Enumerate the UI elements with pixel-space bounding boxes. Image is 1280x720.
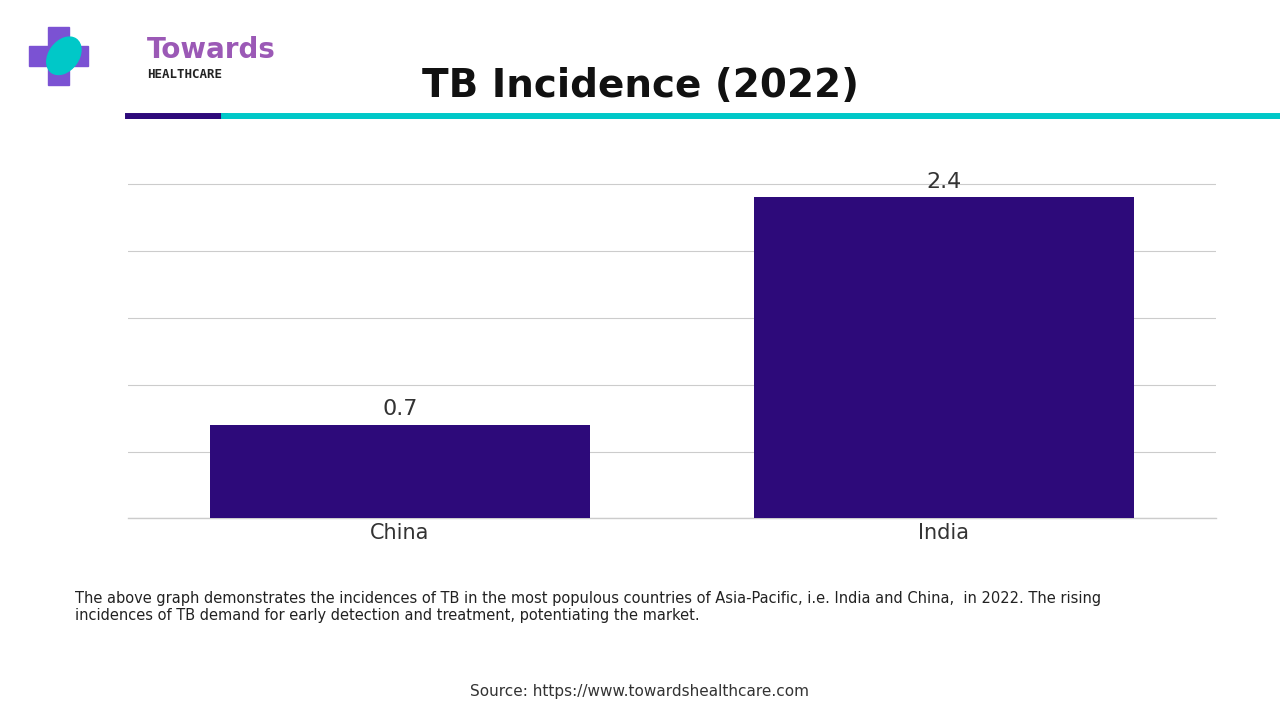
Text: HEALTHCARE: HEALTHCARE <box>147 68 223 81</box>
Text: Source: https://www.towardshealthcare.com: Source: https://www.towardshealthcare.co… <box>471 684 809 698</box>
Bar <box>754 197 1134 518</box>
Text: 0.7: 0.7 <box>383 400 417 420</box>
Ellipse shape <box>47 37 81 74</box>
Bar <box>28 45 88 66</box>
Text: 2.4: 2.4 <box>927 172 961 192</box>
Text: Towards: Towards <box>147 37 276 64</box>
Text: TB Incidence (2022): TB Incidence (2022) <box>421 68 859 105</box>
Text: The above graph demonstrates the incidences of TB in the most populous countries: The above graph demonstrates the inciden… <box>74 590 1101 623</box>
Bar <box>210 425 590 518</box>
Bar <box>47 27 69 84</box>
